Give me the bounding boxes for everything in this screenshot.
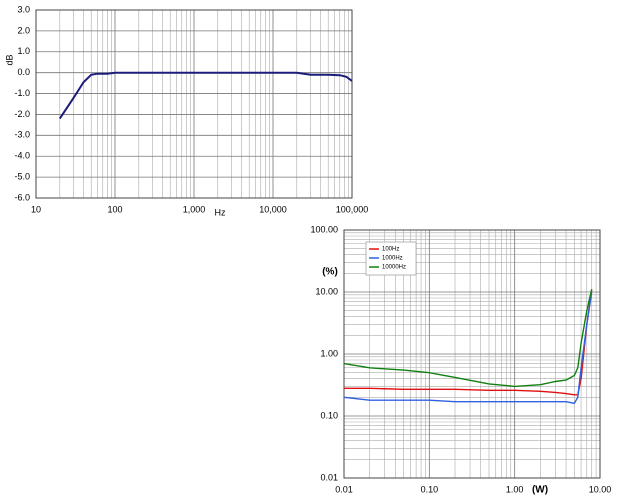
y-tick-label: 2.0 <box>17 25 30 35</box>
y-tick-label: -1.0 <box>14 88 30 98</box>
y-axis-label: (%) <box>322 267 338 278</box>
x-tick-label: 0.01 <box>335 484 353 494</box>
y-tick-label: 0.10 <box>320 410 338 420</box>
data-line <box>344 289 593 396</box>
x-tick-label: 0.10 <box>421 484 439 494</box>
x-tick-label: 10.00 <box>589 484 612 494</box>
y-axis-label: dB <box>4 54 14 65</box>
x-axis-label: Hz <box>215 207 226 217</box>
y-tick-label: 0.01 <box>320 472 338 482</box>
legend-label: 10000Hz <box>382 265 406 271</box>
x-tick-label: 10 <box>31 204 41 214</box>
plot-frame <box>343 229 601 479</box>
data-line <box>343 289 593 388</box>
y-tick-label: -2.0 <box>14 109 30 119</box>
y-tick-label: 1.00 <box>320 348 338 358</box>
x-tick-label: 10,000 <box>259 204 287 214</box>
x-tick-label: 100,000 <box>336 204 369 214</box>
y-tick-label: 3.0 <box>17 4 30 14</box>
y-tick-label: -6.0 <box>14 192 30 202</box>
y-tick-label: 10.00 <box>315 286 338 296</box>
x-tick-label: 1.00 <box>506 484 524 494</box>
y-tick-label: -5.0 <box>14 171 30 181</box>
x-tick-label: 100 <box>107 204 122 214</box>
data-line <box>58 71 353 120</box>
y-tick-label: 0.0 <box>17 67 30 77</box>
y-tick-label: 1.0 <box>17 46 30 56</box>
legend-label: 100Hz <box>382 247 399 253</box>
data-line <box>343 291 593 405</box>
legend-label: 1000Hz <box>382 256 403 262</box>
y-tick-label: -4.0 <box>14 151 30 161</box>
y-tick-label: 100.00 <box>310 224 338 234</box>
y-tick-label: -3.0 <box>14 130 30 140</box>
x-tick-label: 1,000 <box>183 204 206 214</box>
plot-frame <box>35 9 353 199</box>
x-axis-label: (W) <box>532 485 548 496</box>
